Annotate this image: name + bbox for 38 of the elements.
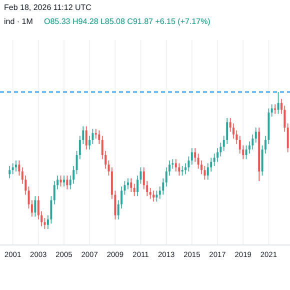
candlestick — [162, 178, 164, 196]
text: O85.33 H94.28 L85.08 C91.87 +6.15 (+7.17%) — [44, 17, 211, 26]
candlestick — [98, 130, 100, 144]
candlestick — [136, 175, 138, 197]
candlestick — [72, 166, 75, 184]
candlestick — [8, 166, 11, 179]
candlestick — [133, 183, 136, 197]
candlestick — [18, 160, 20, 176]
candlestick — [188, 156, 190, 172]
candlestick — [270, 104, 273, 118]
candlestick — [85, 126, 88, 150]
candlestick — [152, 190, 154, 202]
candlestick — [216, 148, 218, 162]
candlestick — [130, 178, 132, 192]
candlestick — [190, 148, 193, 166]
candlestick — [274, 104, 276, 114]
text: ind · 1M — [4, 17, 34, 26]
candlestick — [66, 175, 68, 190]
candlestick — [15, 160, 17, 172]
candlestick — [88, 135, 91, 150]
candlestick — [184, 162, 186, 175]
candlestick — [286, 123, 289, 153]
candlestick — [178, 162, 180, 176]
candlestick — [174, 158, 177, 172]
candlestick — [252, 134, 254, 150]
candlestick — [200, 160, 202, 175]
candlestick — [254, 127, 257, 144]
candlestick — [181, 166, 184, 176]
candlestick — [232, 123, 234, 139]
candlestick — [126, 178, 129, 190]
text: Feb 18, 2026 11:12 UTC — [4, 3, 92, 12]
candlestick — [149, 188, 152, 200]
candlestick — [12, 162, 14, 175]
candlestick — [248, 140, 250, 154]
candlestick — [194, 148, 196, 162]
candlestick — [34, 196, 36, 218]
candlestick — [63, 175, 65, 187]
candlestick — [30, 200, 33, 218]
